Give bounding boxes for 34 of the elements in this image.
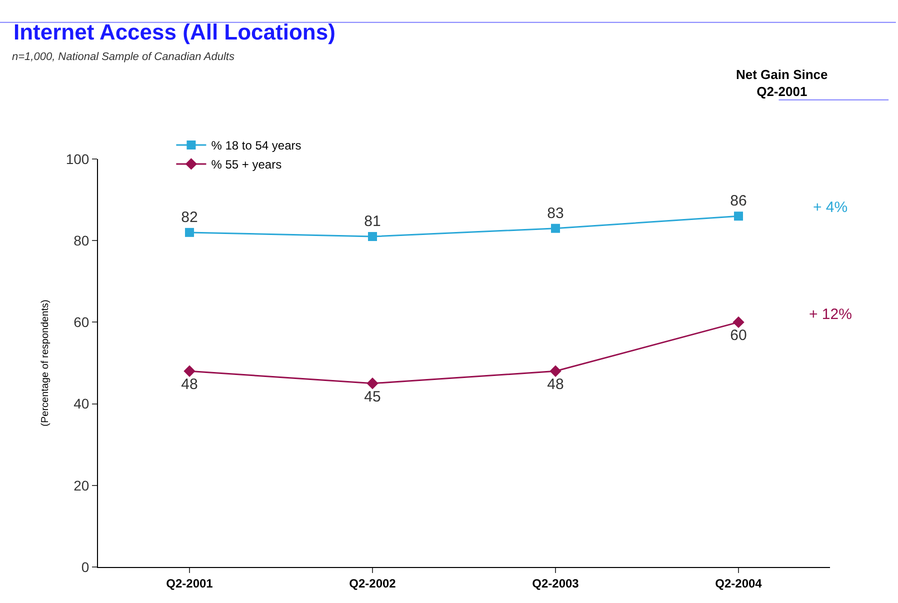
point [184,365,196,378]
y-tick-label: 60 [74,314,90,330]
point [732,316,744,328]
point [550,365,562,378]
data-label: 86 [730,192,747,210]
x-tick-label: Q2-2003 [532,576,580,590]
x-tick-label: Q2-2002 [349,576,396,590]
data-label: 81 [364,213,381,230]
point [734,212,743,221]
data-label: 48 [547,376,564,394]
point [551,224,560,233]
data-label: 82 [181,209,198,226]
data-label: 48 [181,376,198,394]
legend-label: % 18 to 54 years [211,138,302,153]
annotation: + 4% [813,199,848,216]
text: Net Gain Since Q2-2001 [736,67,828,99]
point [366,378,378,390]
y-tick-label: 0 [81,558,90,575]
x-tick-label: Q2-2004 [715,576,762,590]
y-tick-label: 100 [66,150,90,167]
y-tick-label: 40 [74,396,90,412]
y-tick-label: 20 [74,477,90,494]
annotation: + 12% [809,306,852,323]
y-tick-label: 80 [74,232,90,248]
point [368,232,377,242]
x-tick-label: Q2-2001 [166,576,214,590]
chart-subtitle: n=1,000, National Sample of Canadian Adults [12,51,235,63]
data-label: 60 [730,327,747,344]
point [185,228,194,237]
chart-title: Internet Access (All Locations) [13,20,336,45]
legend-label: % 55 + years [211,158,282,172]
data-label: 83 [547,204,564,222]
data-label: 45 [364,388,381,406]
y-axis-title: (Percentage of respondents) [40,300,51,426]
